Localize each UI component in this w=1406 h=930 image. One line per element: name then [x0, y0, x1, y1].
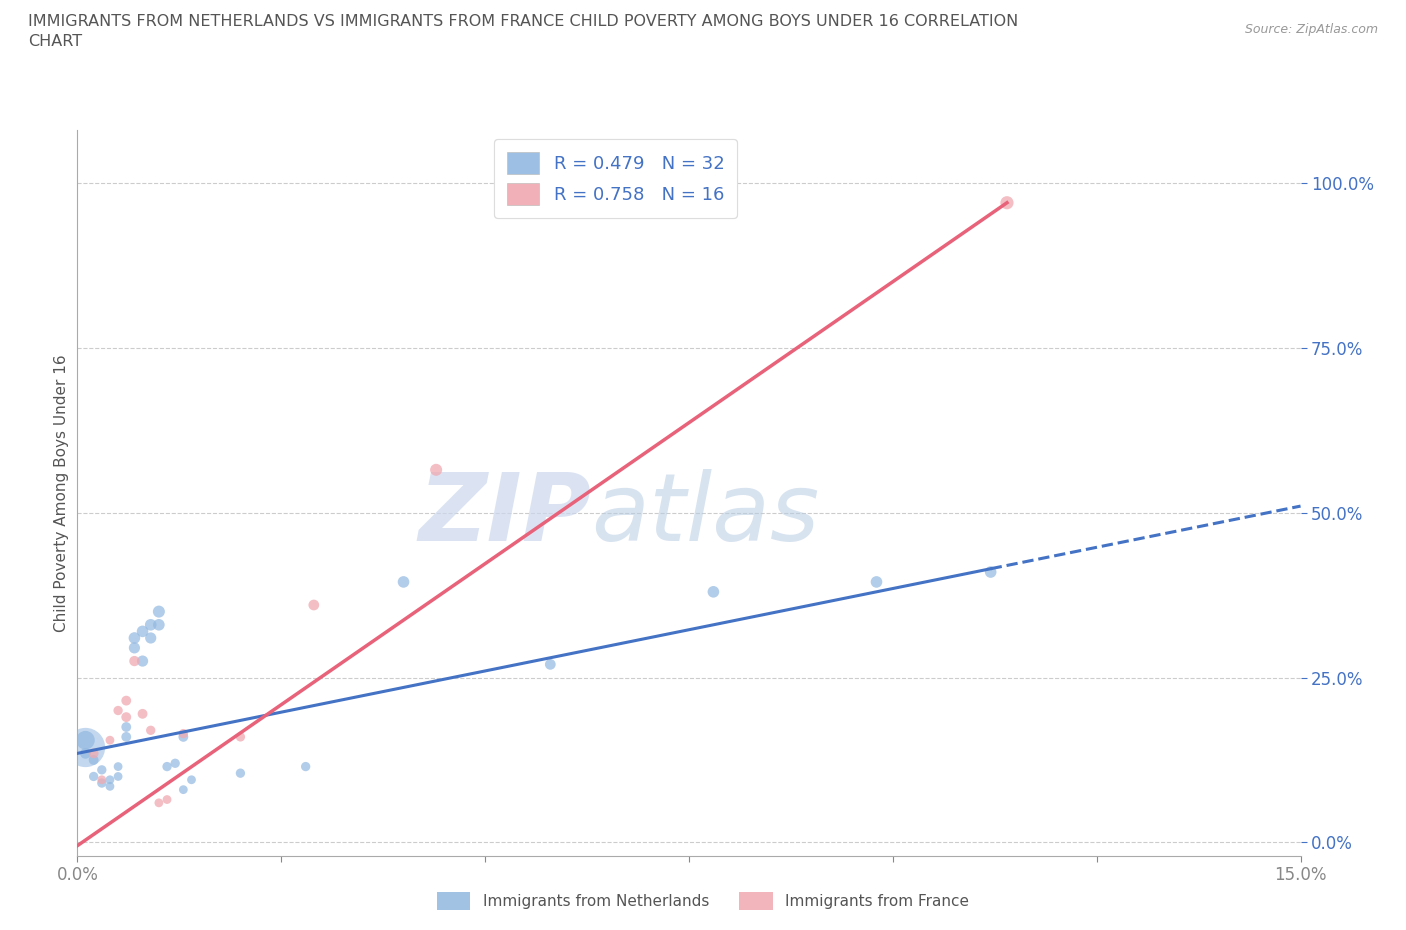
- Point: [156, 792, 179, 807]
- Point: [124, 641, 146, 656]
- Point: [148, 795, 170, 810]
- Point: [124, 654, 146, 669]
- Point: [90, 776, 112, 790]
- Text: Source: ZipAtlas.com: Source: ZipAtlas.com: [1244, 23, 1378, 36]
- Point: [75, 746, 97, 761]
- Legend: Immigrants from Netherlands, Immigrants from France: Immigrants from Netherlands, Immigrants …: [429, 884, 977, 918]
- Point: [131, 707, 153, 722]
- Point: [172, 782, 194, 797]
- Point: [90, 772, 112, 787]
- Point: [294, 759, 316, 774]
- Point: [425, 462, 447, 477]
- Point: [139, 723, 162, 737]
- Point: [302, 598, 325, 613]
- Point: [75, 739, 97, 754]
- Point: [139, 618, 162, 632]
- Point: [75, 733, 97, 748]
- Point: [165, 756, 187, 771]
- Point: [172, 726, 194, 741]
- Point: [995, 195, 1018, 210]
- Point: [115, 720, 138, 735]
- Point: [83, 746, 105, 761]
- Point: [148, 604, 170, 619]
- Point: [702, 584, 724, 599]
- Point: [107, 759, 129, 774]
- Point: [90, 763, 112, 777]
- Point: [156, 759, 179, 774]
- Point: [980, 565, 1002, 579]
- Point: [229, 729, 252, 744]
- Point: [180, 772, 202, 787]
- Point: [865, 575, 887, 590]
- Text: IMMIGRANTS FROM NETHERLANDS VS IMMIGRANTS FROM FRANCE CHILD POVERTY AMONG BOYS U: IMMIGRANTS FROM NETHERLANDS VS IMMIGRANT…: [28, 14, 1018, 29]
- Point: [131, 624, 153, 639]
- Point: [172, 729, 194, 744]
- Point: [98, 772, 121, 787]
- Point: [83, 769, 105, 784]
- Point: [392, 575, 415, 590]
- Point: [139, 631, 162, 645]
- Point: [83, 752, 105, 767]
- Point: [98, 779, 121, 794]
- Point: [115, 693, 138, 708]
- Y-axis label: Child Poverty Among Boys Under 16: Child Poverty Among Boys Under 16: [53, 354, 69, 631]
- Legend: R = 0.479   N = 32, R = 0.758   N = 16: R = 0.479 N = 32, R = 0.758 N = 16: [494, 140, 737, 218]
- Point: [148, 618, 170, 632]
- Point: [115, 710, 138, 724]
- Text: CHART: CHART: [28, 34, 82, 49]
- Point: [98, 733, 121, 748]
- Point: [124, 631, 146, 645]
- Point: [107, 703, 129, 718]
- Point: [538, 657, 561, 671]
- Point: [229, 765, 252, 780]
- Point: [115, 729, 138, 744]
- Point: [107, 769, 129, 784]
- Text: atlas: atlas: [591, 469, 820, 560]
- Text: ZIP: ZIP: [418, 469, 591, 561]
- Point: [131, 654, 153, 669]
